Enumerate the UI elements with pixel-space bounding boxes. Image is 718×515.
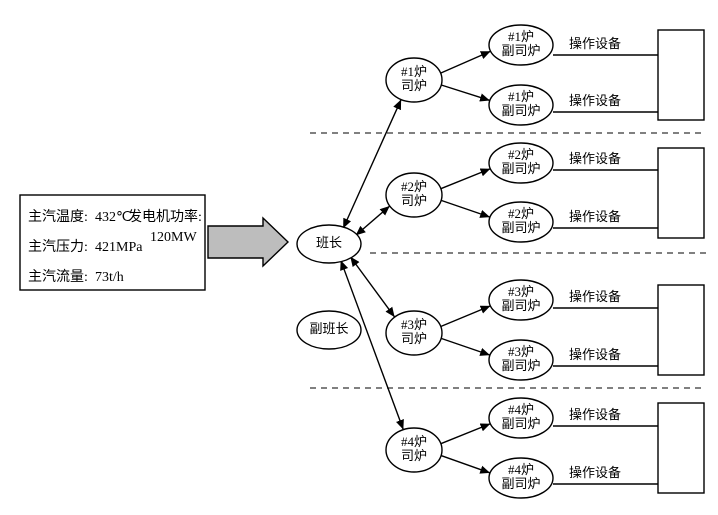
equip-label: 操作设备 (569, 151, 621, 166)
equipment-box (658, 403, 704, 493)
node-label: 司炉 (401, 78, 427, 93)
param-label: 主汽流量: (28, 269, 88, 285)
node-label: #2炉 (401, 179, 427, 194)
connector (441, 85, 490, 100)
node-label: #1炉 (508, 29, 534, 44)
node-label: #3炉 (508, 344, 534, 359)
equip-label: 操作设备 (569, 93, 621, 108)
node-label: 副班长 (309, 321, 348, 336)
node-label: 副司炉 (501, 416, 540, 431)
node-label: #4炉 (508, 462, 534, 477)
connector (357, 206, 390, 235)
equip-label: 操作设备 (569, 289, 621, 304)
node-label: #3炉 (401, 317, 427, 332)
node-label: #1炉 (401, 64, 427, 79)
connector (441, 169, 491, 189)
param-label: 主汽温度: (28, 209, 88, 225)
node-label: 司炉 (401, 448, 427, 463)
connector (441, 200, 490, 217)
flow-arrow (208, 218, 288, 266)
connector (441, 424, 491, 444)
node-label: 副司炉 (501, 103, 540, 118)
param-value: 421MPa (95, 240, 143, 255)
node-label: #2炉 (508, 147, 534, 162)
node-label: 班长 (316, 235, 342, 250)
node-label: #2炉 (508, 206, 534, 221)
equipment-box (658, 148, 704, 238)
param-value: 73t/h (95, 270, 124, 285)
node-label: 副司炉 (501, 358, 540, 373)
equipment-box (658, 285, 704, 375)
equip-label: 操作设备 (569, 347, 621, 362)
param-value: 432℃ (95, 210, 132, 225)
equip-label: 操作设备 (569, 407, 621, 422)
node-label: 副司炉 (501, 298, 540, 313)
connector (441, 306, 491, 327)
connector (351, 258, 395, 317)
param-value: 120MW (150, 230, 197, 245)
connector (441, 456, 490, 473)
node-label: #4炉 (508, 402, 534, 417)
equip-label: 操作设备 (569, 465, 621, 480)
equip-label: 操作设备 (569, 209, 621, 224)
node-label: 司炉 (401, 331, 427, 346)
node-label: #4炉 (401, 434, 427, 449)
node-label: #3炉 (508, 284, 534, 299)
node-label: 副司炉 (501, 476, 540, 491)
node-label: #1炉 (508, 89, 534, 104)
equipment-box (658, 30, 704, 120)
diagram-canvas: 主汽温度: 432℃发电机功率: 120MW 主汽压力: 421MPa 主汽流量: 73t/… (0, 0, 718, 515)
node-label: 副司炉 (501, 220, 540, 235)
connector (441, 338, 490, 355)
node-label: 司炉 (401, 193, 427, 208)
param-label: 发电机功率: (128, 208, 202, 225)
param-label: 主汽压力: (28, 239, 88, 255)
node-label: 副司炉 (501, 43, 540, 58)
connector (441, 51, 491, 73)
node-label: 副司炉 (501, 161, 540, 176)
equip-label: 操作设备 (569, 36, 621, 51)
